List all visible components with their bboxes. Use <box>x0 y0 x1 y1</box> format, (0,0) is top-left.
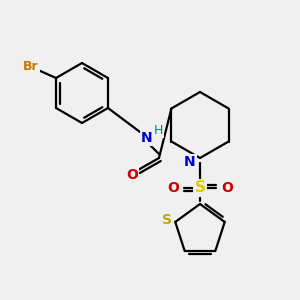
Text: O: O <box>167 181 179 195</box>
Text: S: S <box>162 213 172 227</box>
Text: S: S <box>194 181 206 196</box>
Text: N: N <box>141 131 153 145</box>
Text: O: O <box>221 181 233 195</box>
Text: N: N <box>184 155 196 169</box>
Text: H: H <box>153 124 163 136</box>
Text: O: O <box>126 168 138 182</box>
Text: Br: Br <box>23 61 39 74</box>
